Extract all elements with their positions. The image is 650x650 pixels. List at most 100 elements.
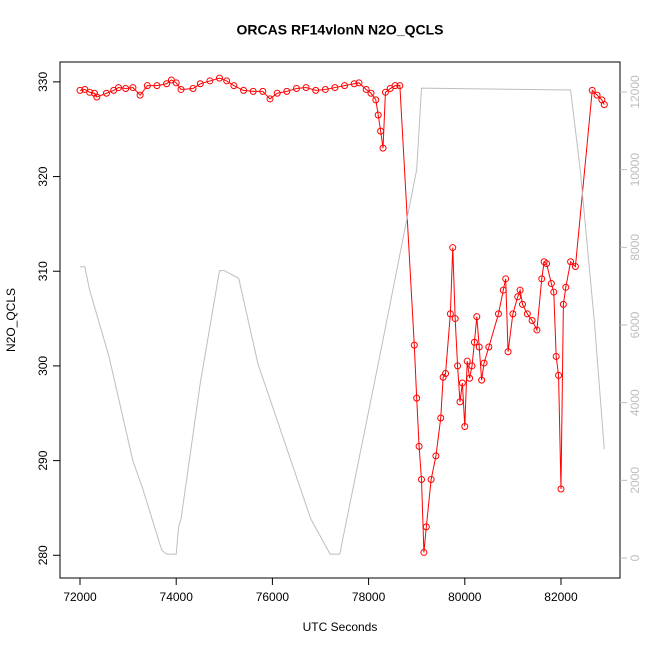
data-point xyxy=(557,485,565,493)
data-point xyxy=(446,310,454,318)
data-point xyxy=(163,80,171,88)
data-point xyxy=(379,144,387,152)
y-axis-label: N2O_QCLS xyxy=(4,288,18,352)
chart-title: ORCAS RF14vlonN N2O_QCLS xyxy=(237,22,444,38)
data-point xyxy=(93,93,101,101)
y2-tick-label: 0 xyxy=(628,554,642,561)
data-point xyxy=(129,84,137,92)
data-point xyxy=(533,326,541,334)
data-point xyxy=(396,82,404,90)
y2-tick-label: 10000 xyxy=(628,153,642,187)
data-point xyxy=(432,452,440,460)
data-point xyxy=(377,127,385,135)
data-point xyxy=(413,394,421,402)
data-point xyxy=(478,376,486,384)
data-point xyxy=(76,86,84,94)
data-point xyxy=(466,374,474,382)
data-point xyxy=(372,96,380,104)
data-point xyxy=(475,343,483,351)
data-point xyxy=(523,310,531,318)
y-tick-label: 290 xyxy=(36,450,50,470)
data-point xyxy=(249,87,257,95)
data-point xyxy=(381,88,389,96)
data-point xyxy=(114,84,122,92)
data-point xyxy=(600,101,608,109)
y2-tick-label: 6000 xyxy=(628,311,642,338)
y-tick-label: 310 xyxy=(36,261,50,281)
data-point xyxy=(528,316,536,324)
data-point xyxy=(215,74,223,82)
data-point xyxy=(519,300,527,308)
y-tick-label: 280 xyxy=(36,545,50,565)
data-point xyxy=(502,275,510,283)
data-point xyxy=(153,82,161,90)
data-point xyxy=(470,338,478,346)
data-point xyxy=(473,313,481,321)
data-point xyxy=(422,523,430,531)
data-point xyxy=(86,88,94,96)
data-point xyxy=(451,315,459,323)
data-point xyxy=(415,442,423,450)
data-point xyxy=(499,286,507,294)
data-point xyxy=(266,95,274,103)
data-point xyxy=(90,89,98,97)
x-tick-label: 76000 xyxy=(256,590,290,604)
data-point xyxy=(509,310,517,318)
y-tick-label: 330 xyxy=(36,72,50,92)
data-point xyxy=(555,371,563,379)
y-tick-label: 320 xyxy=(36,166,50,186)
data-point xyxy=(259,87,267,95)
data-point xyxy=(550,288,558,296)
data-point xyxy=(427,476,435,484)
data-point xyxy=(362,85,370,93)
data-point xyxy=(480,359,488,367)
data-point xyxy=(458,379,466,387)
data-point xyxy=(463,357,471,365)
data-point xyxy=(273,89,281,97)
data-point xyxy=(302,84,310,92)
data-point xyxy=(552,352,560,360)
x-tick-label: 78000 xyxy=(352,590,386,604)
data-point xyxy=(593,91,601,99)
data-point xyxy=(206,77,214,85)
y2-tick-label: 12000 xyxy=(628,75,642,109)
data-point xyxy=(136,91,144,99)
data-point xyxy=(588,86,596,94)
data-point xyxy=(449,244,457,252)
data-point xyxy=(547,280,555,288)
data-point xyxy=(374,111,382,119)
series-line xyxy=(80,87,605,555)
x-axis-label: UTC Seconds xyxy=(303,620,378,634)
data-point xyxy=(367,89,375,97)
data-point xyxy=(562,283,570,291)
data-point xyxy=(230,82,238,90)
y2-tick-label: 2000 xyxy=(628,467,642,494)
data-point xyxy=(143,82,151,90)
data-point xyxy=(410,341,418,349)
x-tick-label: 80000 xyxy=(448,590,482,604)
series-line xyxy=(79,77,605,553)
x-tick-label: 74000 xyxy=(160,590,194,604)
data-point xyxy=(543,260,551,268)
data-point xyxy=(456,398,464,406)
data-point xyxy=(468,362,476,370)
data-point xyxy=(189,85,197,93)
data-point xyxy=(283,87,291,95)
data-point xyxy=(485,343,493,351)
y2-tick-label: 4000 xyxy=(628,389,642,416)
data-point xyxy=(439,373,447,381)
data-point xyxy=(350,80,358,88)
data-point xyxy=(494,310,502,318)
data-point xyxy=(567,258,575,266)
data-point xyxy=(454,362,462,370)
data-point xyxy=(504,348,512,356)
data-point xyxy=(461,423,469,431)
data-point xyxy=(177,85,185,93)
x-tick-label: 82000 xyxy=(544,590,578,604)
data-point xyxy=(172,79,180,87)
data-point xyxy=(355,79,363,87)
data-point xyxy=(321,85,329,93)
data-point xyxy=(571,263,579,271)
data-point xyxy=(312,86,320,94)
